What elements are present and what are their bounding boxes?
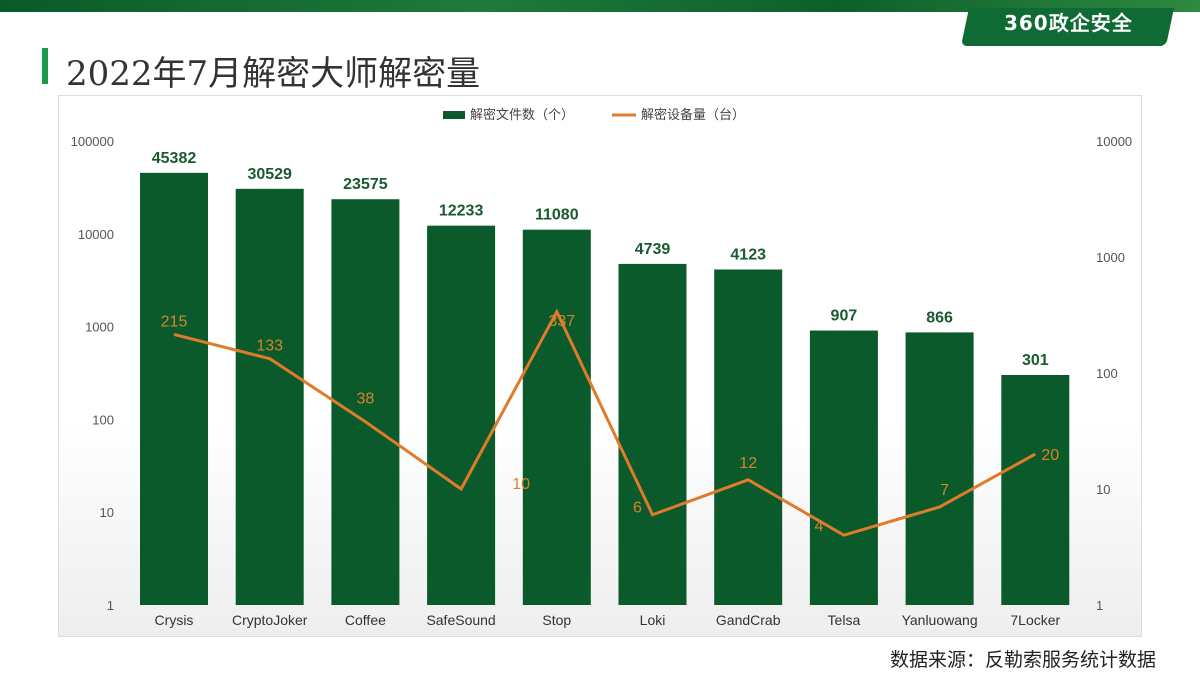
left-tick-label: 1: [107, 598, 114, 613]
legend-label: 解密设备量（台）: [641, 107, 745, 122]
right-tick-label: 1: [1096, 598, 1103, 613]
category-label: Coffee: [345, 612, 386, 628]
bar-data-label: 23575: [343, 176, 388, 193]
left-tick-label: 100000: [71, 134, 114, 149]
left-tick-label: 1000: [85, 320, 114, 335]
right-tick-label: 10: [1096, 482, 1110, 497]
category-label: 7Locker: [1010, 612, 1060, 628]
category-label: Crysis: [155, 612, 194, 628]
top-banner: [0, 0, 1200, 12]
title-accent: [42, 48, 48, 84]
line-data-label: 4: [814, 518, 823, 535]
left-tick-label: 10000: [78, 227, 114, 242]
bar: [1001, 374, 1070, 605]
bar-data-label: 45382: [152, 150, 197, 167]
bar: [809, 330, 878, 605]
bar-data-label: 4123: [730, 247, 766, 264]
category-label: Stop: [542, 612, 571, 628]
category-label: GandCrab: [716, 612, 781, 628]
bar: [905, 332, 974, 605]
line-data-label: 10: [512, 476, 530, 493]
legend-label: 解密文件数（个）: [470, 107, 574, 122]
bar: [331, 199, 400, 605]
bar-data-label: 11080: [535, 207, 579, 224]
category-label: CryptoJoker: [232, 612, 308, 628]
line-data-label: 6: [633, 500, 642, 517]
bar: [140, 172, 208, 606]
category-label: Loki: [640, 612, 666, 628]
left-tick-label: 100: [92, 412, 114, 427]
left-tick-label: 10: [100, 505, 114, 520]
page-title: 2022年7月解密大师解密量: [66, 54, 481, 94]
line-data-label: 38: [357, 391, 375, 408]
bar: [618, 263, 687, 605]
line-series: [173, 308, 1037, 537]
right-tick-label: 100: [1096, 366, 1118, 381]
bar-data-label: 301: [1022, 352, 1049, 369]
line-data-label: 20: [1041, 447, 1059, 464]
bar: [522, 229, 591, 605]
line-data-label: 337: [548, 313, 575, 330]
line-data-label: 7: [940, 482, 949, 499]
right-tick-label: 10000: [1096, 134, 1132, 149]
bar-data-label: 12233: [439, 203, 484, 220]
category-label: Telsa: [828, 612, 861, 628]
bar-data-label: 4739: [635, 241, 671, 258]
bar: [427, 225, 496, 605]
line-data-label: 215: [161, 313, 188, 330]
data-source: 数据来源：反勒索服务统计数据: [889, 649, 1156, 671]
legend-swatch-bar: [443, 111, 465, 119]
bar-data-label: 907: [831, 308, 858, 325]
bar-data-label: 30529: [247, 166, 292, 183]
category-label: Yanluowang: [902, 612, 978, 628]
right-tick-label: 1000: [1096, 250, 1125, 265]
bar: [235, 188, 304, 606]
line-data-label: 133: [256, 338, 283, 355]
bar: [714, 269, 783, 605]
bar-data-label: 866: [926, 309, 953, 326]
line-data-label: 12: [739, 455, 757, 472]
category-label: SafeSound: [426, 612, 495, 628]
